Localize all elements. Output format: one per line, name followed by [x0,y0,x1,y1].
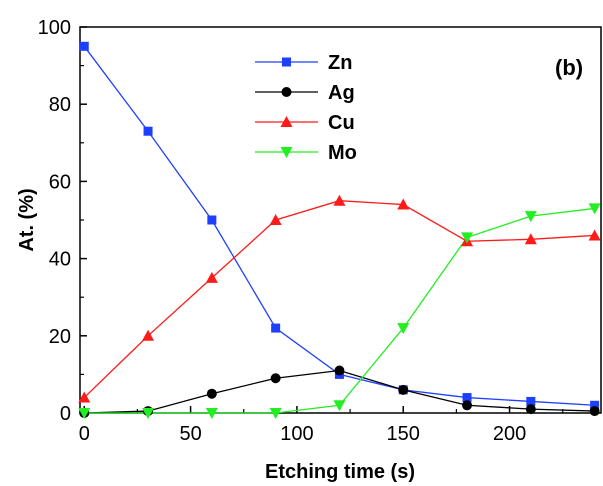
y-tick-label: 80 [49,94,71,116]
data-point-ag [398,384,409,395]
x-tick-label: 200 [493,423,526,445]
y-tick-label: 60 [49,171,71,193]
data-point-mo [333,400,346,412]
data-point-mo [588,203,601,215]
data-point-ag [589,406,600,417]
data-point-zn [462,393,472,403]
x-tick-label: 0 [79,423,90,445]
data-point-mo [461,232,474,244]
x-tick-label: 100 [280,423,313,445]
axis-ticks: 0 50 100 150 200 0 20 40 60 80 100 [38,17,564,445]
x-axis-title: Etching time (s) [265,461,415,483]
data-point-zn [590,400,600,410]
data-point-zn [79,41,89,51]
data-point-zn [526,396,536,406]
data-point-cu [524,233,537,245]
data-point-cu [588,229,601,241]
y-tick-label: 100 [38,17,71,39]
y-tick-label: 0 [60,403,71,425]
legend-label-ag: Ag [328,82,355,104]
legend-marker-ag [281,87,292,97]
data-point-zn [143,126,153,136]
data-point-ag [334,365,345,376]
legend: Zn Ag Cu Mo [255,52,357,164]
legend-marker-mo [280,147,293,158]
series-markers [78,41,601,419]
data-point-cu [78,391,91,403]
data-point-mo [78,408,91,419]
data-point-ag [525,404,536,415]
y-tick-label: 40 [49,249,71,271]
data-point-mo [205,408,218,419]
data-point-zn [271,323,281,333]
data-point-mo [524,211,537,223]
y-axis-title: At. (%) [16,188,38,251]
legend-label-mo: Mo [328,142,357,164]
legend-label-cu: Cu [328,112,355,134]
data-point-cu [142,329,155,341]
data-point-cu [333,194,346,206]
data-point-zn [207,215,217,225]
y-tick-label: 20 [49,326,71,348]
legend-marker-cu [280,116,293,127]
data-point-mo [269,408,282,419]
x-tick-label: 150 [387,423,420,445]
data-point-cu [205,271,218,283]
data-point-cu [269,214,282,225]
legend-marker-zn [282,57,291,67]
x-tick-label: 50 [179,423,201,445]
legend-label-zn: Zn [328,52,352,74]
data-point-mo [142,408,155,419]
data-point-ag [206,388,217,399]
data-point-ag [270,373,281,384]
data-point-mo [397,323,410,335]
panel-label: (b) [555,55,583,80]
data-point-cu [397,198,410,210]
data-point-ag [462,400,473,411]
